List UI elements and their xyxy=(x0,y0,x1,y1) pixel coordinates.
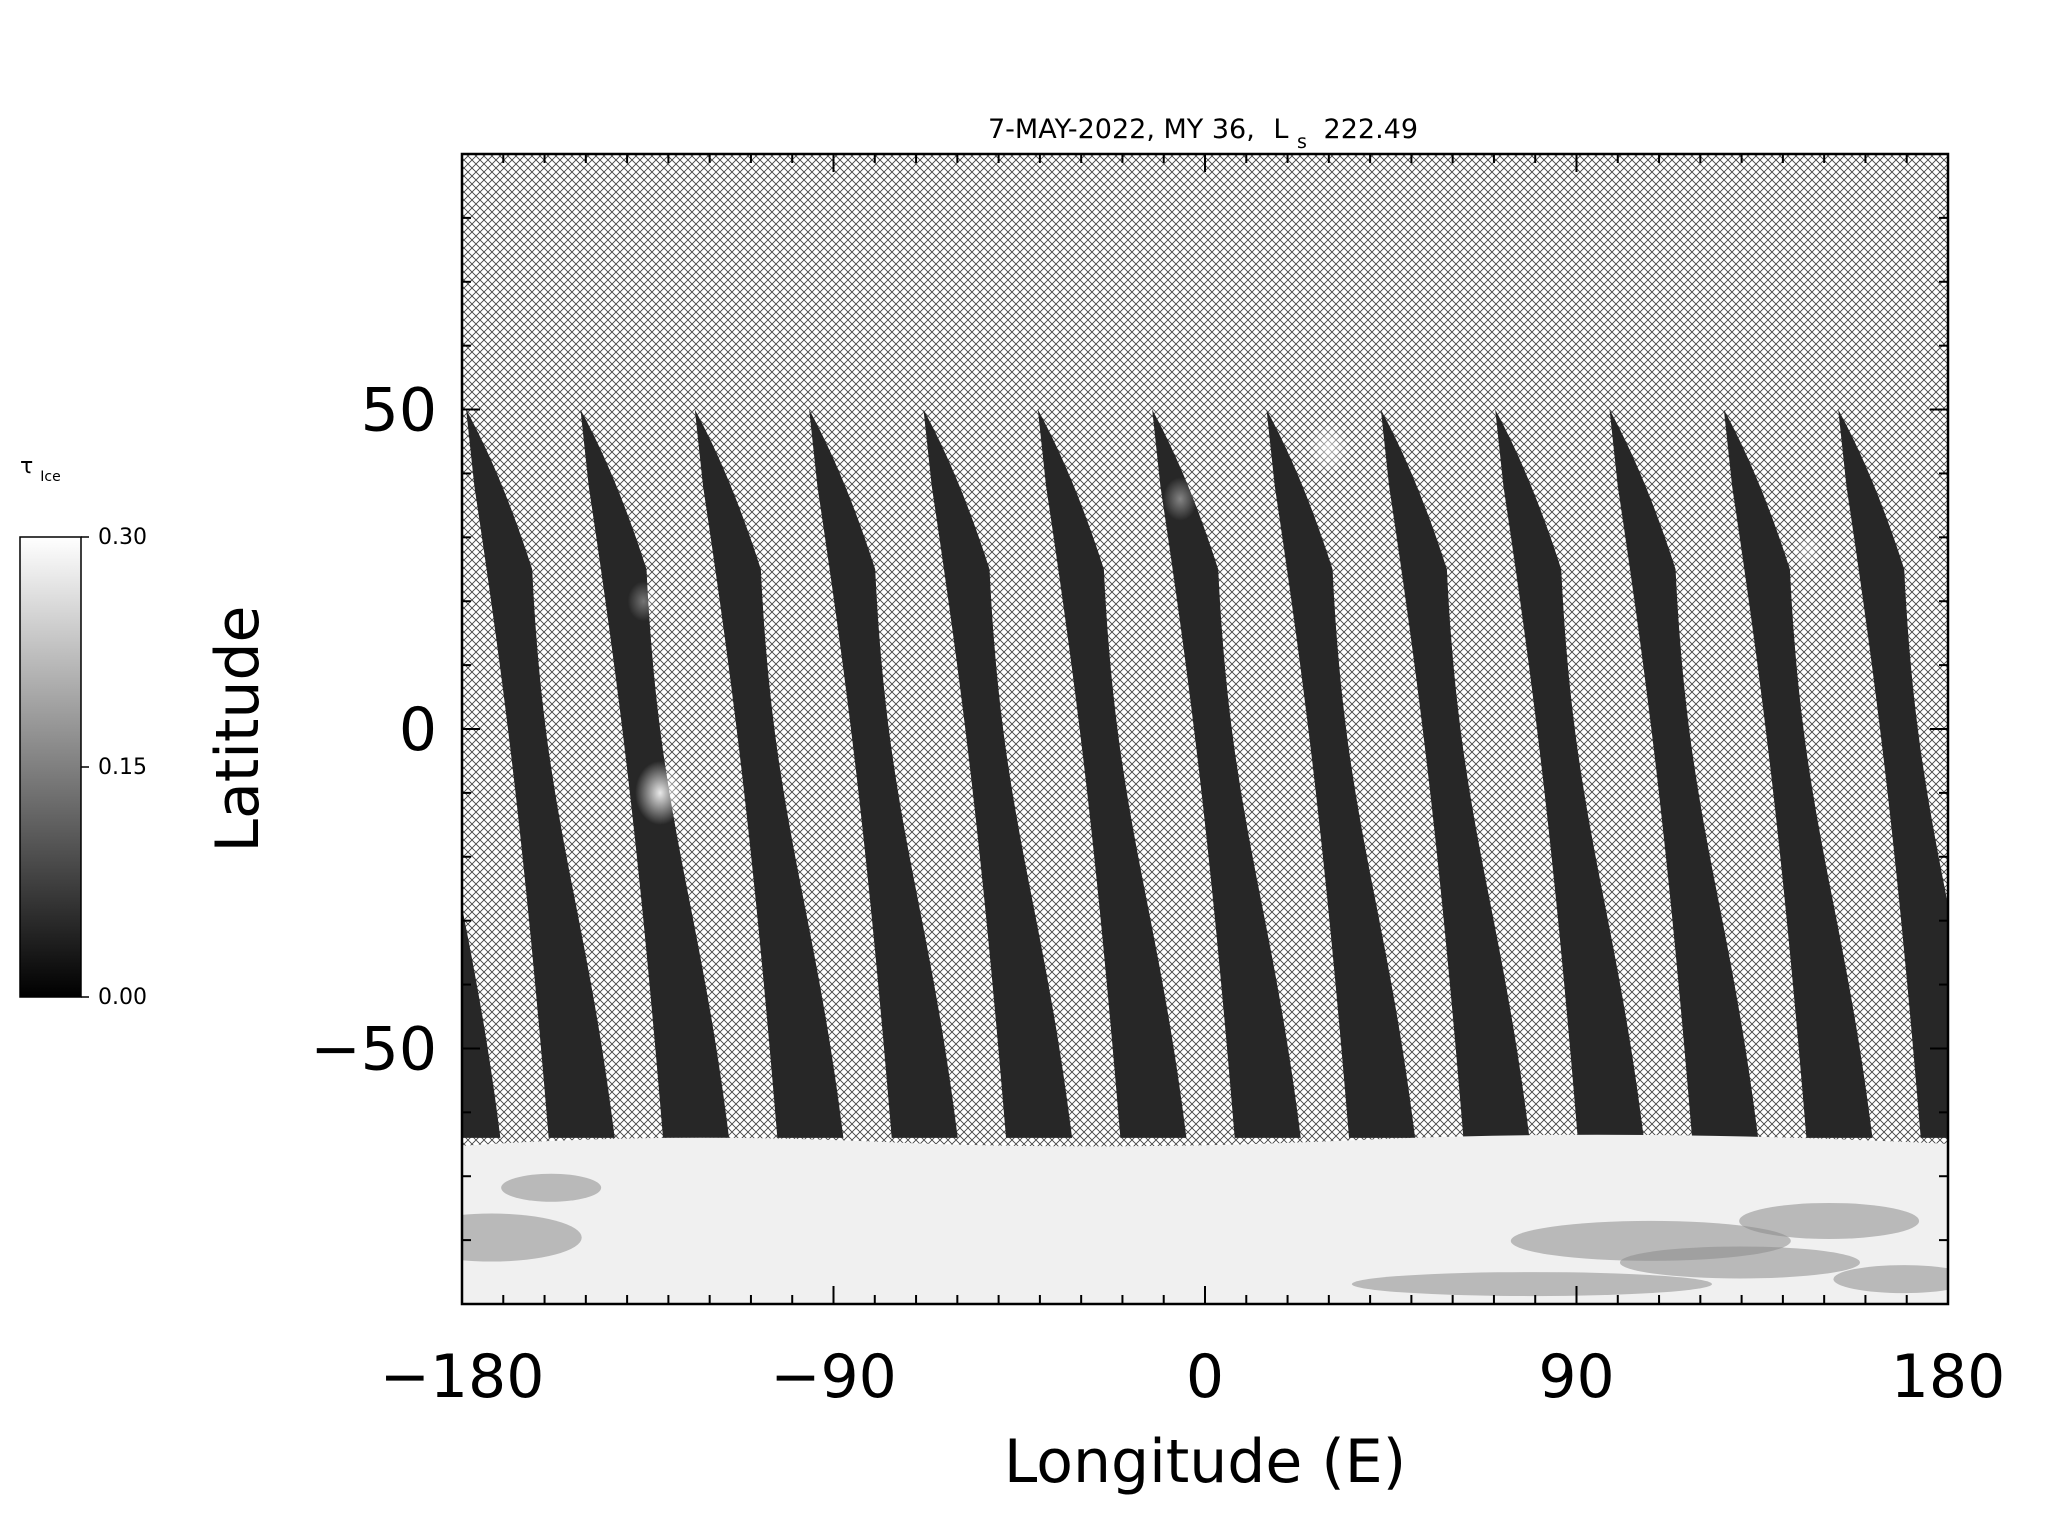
hood-mottle xyxy=(1739,1202,1920,1239)
hood-mottle xyxy=(462,1213,582,1262)
cloud-feature xyxy=(1163,477,1198,521)
x-tick-label: 0 xyxy=(1186,1342,1224,1412)
title-ls-subscript: s xyxy=(1297,131,1307,153)
y-tick-label: 0 xyxy=(399,695,437,765)
chart-title: 7-MAY-2022, MY 36, L s 222.49 xyxy=(988,114,1418,155)
hood-mottle xyxy=(1619,1246,1860,1279)
south-polar-hood xyxy=(462,1134,1948,1304)
y-axis-ticks: 50 0 −50 xyxy=(310,153,1948,1305)
colorbar: τ Ice 0.30 0.15 0.00 xyxy=(19,454,147,1010)
swath-strip xyxy=(462,906,501,1138)
hood-mottle xyxy=(1833,1265,1948,1294)
title-date: 7-MAY-2022, MY 36, xyxy=(988,114,1255,145)
y-tick-label: 50 xyxy=(361,376,437,446)
plot-area xyxy=(462,154,2048,1304)
cloud-feature xyxy=(635,760,686,825)
swath-strip xyxy=(1266,409,1416,1138)
swath-strip xyxy=(923,409,1073,1138)
cloud-feature xyxy=(1308,421,1350,475)
x-axis-ticks: −180 −90 0 90 180 xyxy=(380,154,2006,1412)
swath-strip xyxy=(1609,409,1759,1138)
x-tick-label: 90 xyxy=(1538,1342,1614,1412)
swath-strip xyxy=(1838,409,1948,1138)
x-axis-label: Longitude (E) xyxy=(1004,1427,1406,1497)
colorbar-tick-label: 0.30 xyxy=(98,525,147,550)
swath-strip xyxy=(1152,409,1301,1138)
y-tick-label: −50 xyxy=(310,1014,437,1084)
hood-mottle xyxy=(1351,1272,1712,1297)
colorbar-tick-label: 0.15 xyxy=(98,755,147,780)
swath-strip xyxy=(1723,409,1873,1138)
swath-strip xyxy=(1380,409,1530,1138)
swath-strip xyxy=(1953,410,2048,1138)
colorbar-ice-subscript: Ice xyxy=(40,469,60,485)
y-axis-label: Latitude xyxy=(203,606,273,853)
colorbar-gradient xyxy=(19,536,82,998)
x-tick-label: −180 xyxy=(380,1342,545,1412)
colorbar-title: τ Ice xyxy=(20,454,61,485)
polar-hood-layer xyxy=(462,1134,1948,1304)
colorbar-tau-symbol: τ xyxy=(20,454,33,479)
swath-strip xyxy=(694,409,844,1138)
swath-strip xyxy=(809,409,958,1138)
hood-mottle xyxy=(501,1173,602,1202)
swath-strip xyxy=(466,409,615,1138)
colorbar-tick-label: 0.00 xyxy=(98,985,147,1010)
title-ls-value: 222.49 xyxy=(1324,114,1418,145)
colorbar-ticks: 0.30 0.15 0.00 xyxy=(81,525,147,1010)
bright-feature-layer xyxy=(627,421,1824,825)
cloud-feature xyxy=(1791,530,1824,571)
cloud-feature xyxy=(627,581,660,622)
x-tick-label: 180 xyxy=(1891,1342,2006,1412)
title-ls-symbol: L xyxy=(1273,114,1288,145)
swath-strip xyxy=(1495,409,1644,1138)
swath-strip xyxy=(1037,409,1187,1138)
x-tick-label: −90 xyxy=(770,1342,897,1412)
